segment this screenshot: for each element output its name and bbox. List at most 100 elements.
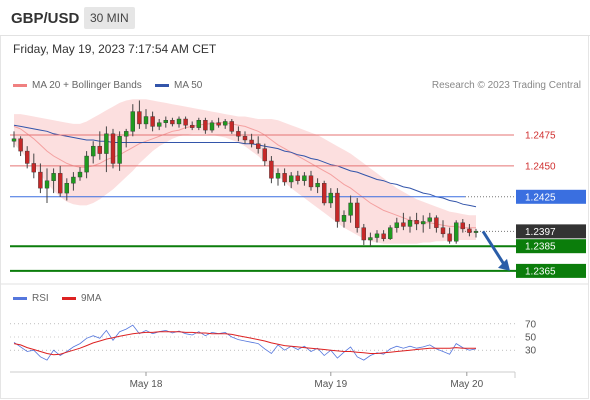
legend-ma50-label: MA 50 bbox=[174, 80, 203, 91]
candle-body bbox=[176, 118, 182, 125]
candle-body bbox=[374, 233, 380, 238]
candle-body bbox=[269, 160, 274, 179]
candle-body bbox=[473, 231, 479, 233]
candle-body bbox=[407, 220, 413, 227]
forecast-arrow-head bbox=[498, 258, 510, 271]
candle-body bbox=[341, 215, 347, 222]
candle-body bbox=[434, 217, 439, 228]
candle-body bbox=[183, 118, 188, 126]
pivot-label: 1.2425 bbox=[525, 192, 556, 203]
forecast-arrow-shaft bbox=[481, 230, 507, 267]
candle-body bbox=[302, 175, 307, 181]
candle-body bbox=[229, 121, 235, 132]
candle-body bbox=[289, 175, 294, 183]
candle-body bbox=[242, 136, 248, 141]
legend-ma50-swatch bbox=[155, 84, 169, 87]
candle-body bbox=[196, 120, 202, 128]
resistance-label: 1.2475 bbox=[525, 131, 556, 142]
support-label-box bbox=[516, 239, 586, 254]
legend-rsi: RSI bbox=[13, 293, 49, 304]
x-tick-label: May 20 bbox=[450, 379, 483, 390]
candle-body bbox=[388, 227, 393, 239]
candle-body bbox=[216, 122, 221, 126]
candle-body bbox=[421, 221, 426, 225]
candle-body bbox=[38, 171, 43, 189]
rsi-line bbox=[13, 324, 477, 361]
rsi-tick-label: 50 bbox=[525, 333, 537, 344]
candle-body bbox=[447, 233, 452, 242]
candle-body bbox=[394, 222, 399, 228]
candle-body bbox=[170, 120, 175, 125]
candle-body bbox=[77, 171, 83, 178]
candle-body bbox=[150, 116, 155, 127]
instrument-title: GBP/USD bbox=[11, 10, 80, 27]
candle-body bbox=[381, 233, 386, 239]
candle-body bbox=[262, 148, 267, 162]
candle-body bbox=[322, 183, 327, 204]
candle-body bbox=[123, 131, 129, 137]
candles-group bbox=[11, 100, 479, 247]
resistance-label: 1.2450 bbox=[525, 161, 556, 172]
candle-body bbox=[104, 133, 109, 154]
research-credit: Research © 2023 Trading Central bbox=[431, 80, 581, 91]
candle-body bbox=[236, 131, 241, 137]
candle-body bbox=[64, 183, 70, 194]
legend-rsi-ma: 9MA bbox=[62, 293, 102, 304]
legend-ma50: MA 50 bbox=[155, 80, 202, 91]
candle-body bbox=[25, 150, 30, 164]
x-tick-label: May 18 bbox=[130, 379, 163, 390]
legend-rsi-label: RSI bbox=[32, 293, 49, 304]
candle-body bbox=[130, 111, 136, 132]
timeframe-badge[interactable]: 30 MIN bbox=[84, 7, 135, 29]
candle-body bbox=[454, 222, 459, 242]
chart-datetime: Friday, May 19, 2023 7:17:54 AM CET bbox=[13, 42, 217, 56]
header-divider bbox=[0, 35, 590, 36]
candle-body bbox=[117, 136, 122, 164]
candle-body bbox=[84, 155, 89, 173]
candle-body bbox=[110, 133, 116, 164]
candle-body bbox=[348, 202, 353, 216]
legend-bollinger-swatch bbox=[13, 84, 27, 87]
last-price-label: 1.2397 bbox=[525, 227, 556, 238]
support-label: 1.2365 bbox=[525, 266, 556, 277]
legend-rsi-swatch bbox=[13, 297, 27, 300]
candle-body bbox=[97, 145, 103, 154]
candle-body bbox=[249, 139, 254, 144]
candle-body bbox=[90, 145, 96, 157]
candle-body bbox=[18, 138, 23, 152]
candle-body bbox=[189, 124, 195, 128]
legend-rsi-ma-swatch bbox=[62, 297, 76, 300]
candle-body bbox=[295, 175, 300, 181]
candle-body bbox=[143, 116, 149, 125]
candle-body bbox=[209, 122, 215, 131]
candle-body bbox=[315, 183, 320, 188]
candle-body bbox=[71, 176, 76, 184]
last-price-box bbox=[516, 224, 586, 239]
candle-body bbox=[11, 138, 17, 142]
x-tick-label: May 19 bbox=[314, 379, 347, 390]
rsi-tick-label: 70 bbox=[525, 319, 537, 330]
candle-body bbox=[401, 222, 406, 227]
rsi-tick-label: 30 bbox=[525, 346, 537, 357]
candle-body bbox=[414, 220, 419, 225]
candle-body bbox=[361, 227, 366, 241]
candle-body bbox=[335, 192, 340, 222]
candle-body bbox=[308, 175, 314, 188]
chart-frame bbox=[0, 36, 589, 399]
rsi-ma-line bbox=[13, 331, 476, 356]
candle-body bbox=[163, 120, 169, 123]
candle-body bbox=[31, 163, 36, 173]
legend-bollinger: MA 20 + Bollinger Bands bbox=[13, 80, 142, 91]
candle-body bbox=[256, 143, 261, 149]
candle-body bbox=[203, 120, 208, 131]
bollinger-band-fill bbox=[14, 99, 476, 244]
chart-header: GBP/USD 30 MIN bbox=[0, 0, 590, 36]
candle-body bbox=[222, 121, 228, 126]
candle-body bbox=[328, 192, 333, 204]
legend-bollinger-label: MA 20 + Bollinger Bands bbox=[32, 80, 142, 91]
candle-body bbox=[58, 173, 63, 194]
candle-body bbox=[44, 180, 50, 189]
candle-body bbox=[368, 237, 373, 241]
candle-body bbox=[51, 173, 56, 181]
